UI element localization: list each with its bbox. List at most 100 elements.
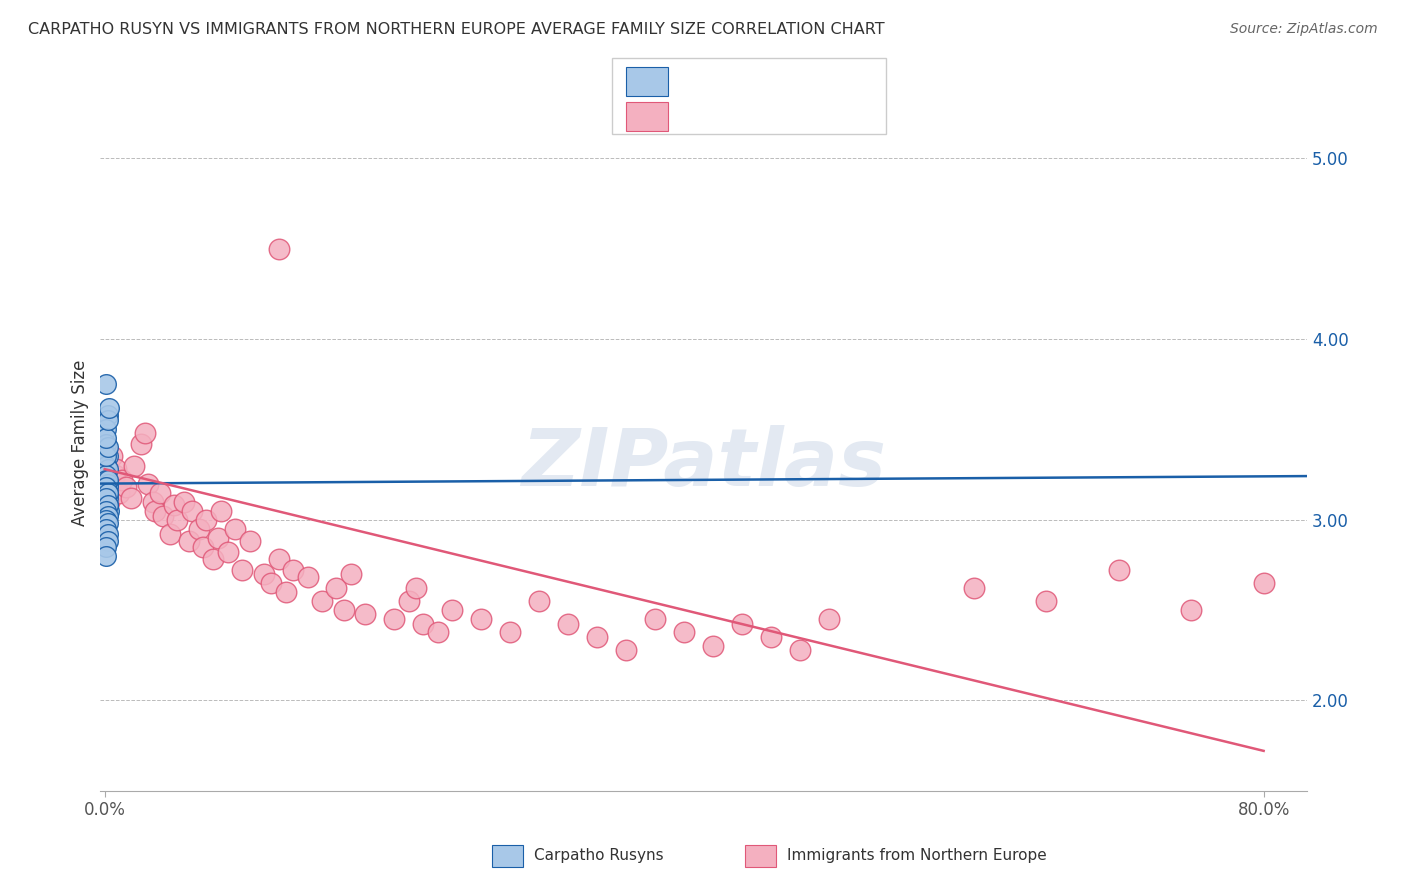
Point — [129, 437, 152, 451]
Text: Carpatho Rusyns: Carpatho Rusyns — [534, 848, 664, 863]
Point — [325, 582, 347, 596]
Point — [1180, 603, 1202, 617]
Point — [94, 437, 117, 451]
Point — [1253, 575, 1275, 590]
Point — [412, 617, 434, 632]
Point — [98, 494, 121, 508]
Point — [94, 432, 117, 446]
Point — [94, 498, 117, 512]
Point — [94, 450, 117, 464]
Point — [94, 377, 117, 392]
Text: Immigrants from Northern Europe: Immigrants from Northern Europe — [787, 848, 1047, 863]
Point — [529, 594, 551, 608]
Point — [224, 522, 246, 536]
Point — [217, 545, 239, 559]
Point — [97, 498, 120, 512]
Point — [122, 458, 145, 473]
Point — [159, 527, 181, 541]
Point — [209, 503, 232, 517]
Point — [97, 534, 120, 549]
Point — [152, 509, 174, 524]
Point — [94, 458, 117, 473]
Point — [136, 476, 159, 491]
Point — [97, 413, 120, 427]
Point — [94, 480, 117, 494]
Point — [297, 570, 319, 584]
Point — [207, 531, 229, 545]
Point — [97, 527, 120, 541]
Point — [94, 422, 117, 436]
Point — [759, 630, 782, 644]
Point — [614, 642, 637, 657]
Point — [202, 552, 225, 566]
Point — [115, 480, 138, 494]
Point — [470, 612, 492, 626]
Point — [253, 566, 276, 581]
Point — [94, 491, 117, 505]
Point — [94, 491, 117, 505]
Point — [97, 476, 120, 491]
Point — [195, 513, 218, 527]
Point — [97, 462, 120, 476]
Point — [94, 513, 117, 527]
Point — [120, 491, 142, 505]
Point — [98, 503, 121, 517]
Point — [108, 485, 131, 500]
Text: Source: ZipAtlas.com: Source: ZipAtlas.com — [1230, 22, 1378, 37]
Y-axis label: Average Family Size: Average Family Size — [72, 359, 89, 526]
Point — [97, 480, 120, 494]
Text: R = -0.482   N = 69: R = -0.482 N = 69 — [679, 98, 842, 116]
Point — [499, 624, 522, 639]
Point — [94, 480, 117, 494]
Point — [163, 498, 186, 512]
Point — [97, 509, 120, 524]
Point — [94, 503, 117, 517]
Point — [94, 503, 117, 517]
Point — [97, 498, 120, 512]
Text: ZIPatlas: ZIPatlas — [522, 425, 886, 503]
Point — [586, 630, 609, 644]
Text: R =  0.010   N = 41: R = 0.010 N = 41 — [679, 63, 841, 81]
Point — [1035, 594, 1057, 608]
Point — [94, 549, 117, 563]
Point — [1108, 563, 1130, 577]
Point — [231, 563, 253, 577]
Point — [97, 491, 120, 505]
Point — [97, 473, 120, 487]
Point — [97, 485, 120, 500]
Text: CARPATHO RUSYN VS IMMIGRANTS FROM NORTHERN EUROPE AVERAGE FAMILY SIZE CORRELATIO: CARPATHO RUSYN VS IMMIGRANTS FROM NORTHE… — [28, 22, 884, 37]
Point — [644, 612, 666, 626]
Point — [177, 534, 200, 549]
Point — [963, 582, 986, 596]
Point — [105, 462, 128, 476]
Point — [332, 603, 354, 617]
Point — [94, 540, 117, 554]
Point — [238, 534, 260, 549]
Point — [281, 563, 304, 577]
Point — [145, 503, 167, 517]
Point — [731, 617, 754, 632]
Point — [104, 467, 127, 482]
Point — [149, 485, 172, 500]
Point — [311, 594, 333, 608]
Point — [405, 582, 427, 596]
Point — [384, 612, 406, 626]
Point — [267, 552, 290, 566]
Point — [673, 624, 696, 639]
Point — [98, 401, 121, 415]
Point — [557, 617, 579, 632]
Point — [260, 575, 283, 590]
Point — [97, 441, 120, 455]
Point — [97, 485, 120, 500]
Point — [97, 450, 120, 464]
Point — [111, 473, 134, 487]
Point — [101, 450, 124, 464]
Point — [818, 612, 841, 626]
Point — [141, 494, 163, 508]
Point — [94, 476, 117, 491]
Point — [398, 594, 420, 608]
Point — [426, 624, 449, 639]
Point — [193, 540, 215, 554]
Point — [267, 242, 290, 256]
Point — [187, 522, 209, 536]
